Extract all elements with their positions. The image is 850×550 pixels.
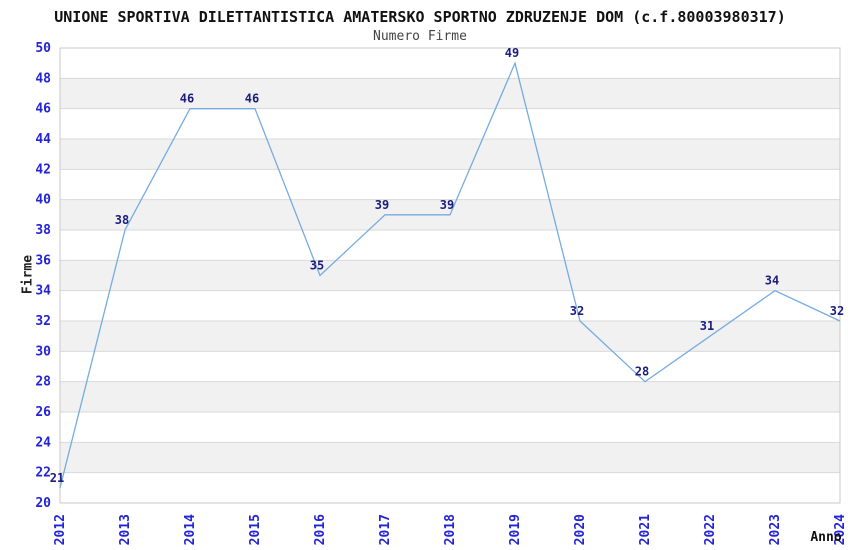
background-band bbox=[60, 381, 840, 412]
chart-title: UNIONE SPORTIVA DILETTANTISTICA AMATERSK… bbox=[54, 8, 786, 26]
y-tick-label: 46 bbox=[35, 102, 51, 117]
background-band bbox=[60, 139, 840, 170]
data-point-label: 39 bbox=[440, 198, 454, 212]
y-tick-label: 26 bbox=[35, 405, 51, 420]
y-tick-label: 24 bbox=[35, 435, 51, 450]
x-tick-label: 2018 bbox=[443, 514, 458, 545]
x-tick-label: 2015 bbox=[248, 514, 263, 545]
x-tick-label: 2023 bbox=[768, 514, 783, 545]
background-band bbox=[60, 260, 840, 291]
y-tick-label: 38 bbox=[35, 223, 51, 238]
x-tick-label: 2014 bbox=[183, 514, 198, 545]
data-point-label: 39 bbox=[375, 198, 389, 212]
data-point-label: 31 bbox=[700, 319, 714, 333]
y-tick-label: 22 bbox=[35, 466, 51, 481]
data-point-label: 34 bbox=[765, 274, 779, 288]
data-point-label: 32 bbox=[570, 304, 584, 318]
y-tick-label: 44 bbox=[35, 132, 51, 147]
data-point-label: 46 bbox=[180, 92, 194, 106]
y-tick-label: 48 bbox=[35, 71, 51, 86]
y-tick-label: 34 bbox=[35, 284, 51, 299]
data-point-label: 21 bbox=[50, 471, 64, 485]
data-point-label: 32 bbox=[830, 304, 844, 318]
series-line bbox=[59, 61, 841, 488]
x-tick-label: 2013 bbox=[118, 514, 133, 545]
data-point-label: 28 bbox=[635, 365, 649, 379]
y-tick-label: 20 bbox=[35, 496, 51, 511]
data-point-label: 38 bbox=[115, 213, 129, 227]
data-point-label: 46 bbox=[245, 92, 259, 106]
x-tick-label: 2016 bbox=[313, 514, 328, 545]
background-band bbox=[60, 321, 840, 352]
chart-subtitle: Numero Firme bbox=[373, 29, 467, 44]
x-tick-label: 2024 bbox=[833, 514, 848, 545]
y-tick-label: 42 bbox=[35, 162, 51, 177]
y-tick-label: 32 bbox=[35, 314, 51, 329]
y-tick-label: 50 bbox=[35, 41, 51, 56]
background-band bbox=[60, 78, 840, 109]
x-tick-label: 2012 bbox=[53, 514, 68, 545]
background-band bbox=[60, 442, 840, 473]
y-tick-label: 36 bbox=[35, 253, 51, 268]
data-point-label: 35 bbox=[310, 259, 324, 273]
x-tick-label: 2021 bbox=[638, 514, 653, 545]
x-tick-label: 2017 bbox=[378, 514, 393, 545]
x-tick-label: 2019 bbox=[508, 514, 523, 545]
x-axis-label: Anno bbox=[810, 530, 842, 545]
y-tick-label: 28 bbox=[35, 375, 51, 390]
data-point-label: 49 bbox=[505, 46, 519, 60]
y-tick-label: 30 bbox=[35, 344, 51, 359]
x-tick-label: 2020 bbox=[573, 514, 588, 545]
y-tick-label: 40 bbox=[35, 193, 51, 208]
x-tick-label: 2022 bbox=[703, 514, 718, 545]
plot-border bbox=[59, 47, 841, 504]
